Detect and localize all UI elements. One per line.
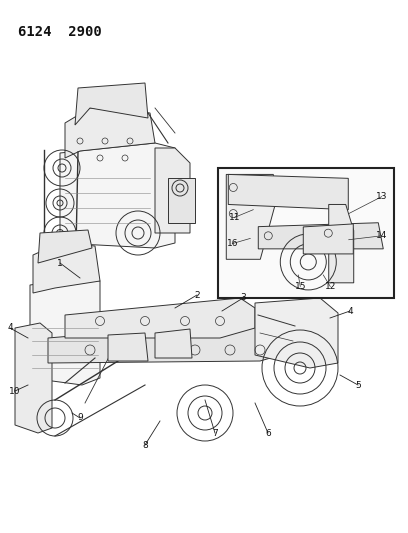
Text: 8: 8 [142, 440, 148, 449]
Text: 11: 11 [228, 213, 240, 222]
Polygon shape [15, 323, 52, 433]
Text: 10: 10 [9, 386, 21, 395]
Polygon shape [48, 318, 295, 363]
Polygon shape [303, 224, 353, 254]
Polygon shape [155, 148, 190, 233]
Polygon shape [30, 278, 100, 385]
Polygon shape [155, 329, 192, 358]
Text: 5: 5 [355, 381, 361, 390]
Text: 13: 13 [376, 192, 388, 201]
Text: 12: 12 [325, 282, 336, 291]
Bar [218, 168, 394, 298]
Polygon shape [168, 178, 195, 223]
Text: 16: 16 [226, 239, 238, 248]
Polygon shape [258, 223, 383, 249]
Text: 4: 4 [347, 306, 353, 316]
Text: 3: 3 [240, 294, 246, 303]
Polygon shape [329, 205, 354, 283]
Polygon shape [228, 174, 348, 209]
Text: 6: 6 [265, 429, 271, 438]
Polygon shape [255, 298, 338, 368]
Polygon shape [65, 298, 255, 338]
Text: 14: 14 [376, 231, 388, 240]
Text: 6124  2900: 6124 2900 [18, 25, 102, 39]
Polygon shape [108, 333, 148, 361]
Polygon shape [75, 83, 148, 125]
Text: 9: 9 [77, 414, 83, 423]
Text: 1: 1 [57, 259, 63, 268]
Polygon shape [65, 108, 155, 158]
Text: 4: 4 [7, 324, 13, 333]
Polygon shape [226, 174, 276, 259]
Text: 7: 7 [212, 429, 218, 438]
Text: 2: 2 [194, 290, 200, 300]
Polygon shape [60, 143, 175, 248]
Text: 15: 15 [295, 282, 306, 291]
Polygon shape [38, 230, 92, 263]
Polygon shape [33, 243, 100, 293]
